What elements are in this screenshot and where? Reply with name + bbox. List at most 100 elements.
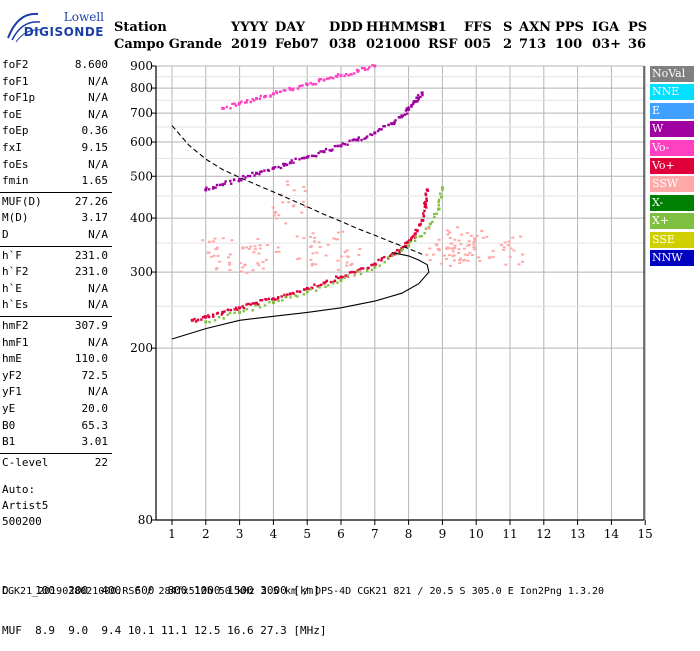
echo-point: [254, 304, 257, 307]
echo-point: [416, 94, 420, 97]
echo-point: [206, 314, 210, 317]
echo-point: [295, 290, 299, 293]
echo-point: [401, 114, 405, 117]
x-tick-label: 10: [469, 527, 484, 541]
echo-point: [477, 256, 481, 259]
hdr-p1: P1: [428, 20, 447, 35]
echo-point: [478, 259, 482, 262]
echo-point: [252, 302, 256, 305]
echo-point: [325, 77, 329, 80]
echo-point: [257, 252, 261, 255]
echo-point: [201, 239, 205, 242]
echo-point: [200, 318, 203, 321]
echo-point: [249, 303, 252, 306]
echo-point: [305, 286, 309, 290]
echo-point: [423, 209, 426, 213]
echo-point: [305, 290, 309, 294]
param-value: 307.9: [74, 319, 108, 332]
echo-point: [275, 217, 279, 220]
legend-item-w: W: [650, 121, 694, 138]
echo-point: [314, 82, 317, 86]
param-row-b1: B1 3.01: [2, 435, 108, 451]
echo-point: [448, 236, 452, 239]
echo-point: [380, 128, 383, 131]
echo-point: [318, 245, 322, 248]
auto-artist: Artist5: [2, 499, 49, 512]
echo-point: [244, 101, 247, 104]
echo-point: [232, 178, 236, 181]
echo-point: [279, 166, 283, 170]
echo-point: [390, 253, 394, 256]
echo-point: [255, 171, 258, 175]
echo-point: [309, 287, 312, 291]
param-row-hme: hmE 110.0: [2, 352, 108, 368]
echo-point: [258, 247, 262, 250]
echo-point: [386, 256, 390, 259]
echo-point: [437, 198, 441, 202]
echo-point: [343, 276, 346, 279]
hdr-ps: PS: [628, 20, 648, 35]
echo-point: [299, 290, 302, 293]
echo-point: [309, 245, 313, 248]
param-key: fxI: [2, 141, 22, 154]
echo-point: [336, 144, 339, 148]
echo-point: [502, 248, 506, 251]
echo-point: [349, 264, 353, 267]
echo-point: [419, 95, 422, 99]
echo-point: [398, 250, 401, 254]
echo-point: [350, 73, 353, 76]
param-key: M(D): [2, 211, 29, 225]
echo-point: [315, 155, 318, 158]
echo-point: [463, 253, 467, 256]
muf-curve: [171, 125, 423, 255]
echo-point: [423, 202, 426, 205]
echo-point: [437, 207, 441, 211]
echo-point: [221, 183, 225, 187]
echo-point: [231, 102, 234, 106]
echo-point: [259, 170, 262, 174]
hdr-axn: AXN: [519, 20, 552, 35]
echo-point: [257, 264, 261, 267]
echo-point: [286, 293, 289, 296]
echo-point: [425, 188, 429, 192]
echo-point: [371, 64, 374, 67]
param-value: N/A: [88, 74, 108, 88]
legend-item-vo-: Vo-: [650, 139, 694, 156]
echo-point: [228, 261, 232, 264]
param-key: D: [2, 228, 9, 241]
echo-point: [241, 247, 245, 250]
echo-point: [310, 154, 314, 158]
echo-point: [411, 234, 415, 238]
echo-point: [353, 72, 356, 75]
echo-point: [468, 251, 472, 254]
echo-point: [204, 188, 208, 192]
param-value: N/A: [88, 335, 108, 349]
echo-point: [237, 179, 240, 183]
echo-point: [267, 297, 271, 301]
echo-point: [423, 232, 426, 235]
echo-point: [258, 172, 261, 176]
echo-point: [223, 182, 226, 185]
echo-point: [316, 285, 319, 288]
echo-point: [301, 200, 305, 203]
legend-item-noval: NoVal: [650, 66, 694, 82]
echo-point: [388, 254, 392, 258]
echo-point: [313, 154, 316, 158]
echo-point: [212, 254, 216, 257]
param-row-yf1: yF1 N/A: [2, 385, 108, 401]
hdr-p1-value: RSF: [428, 37, 458, 52]
echo-point: [238, 306, 242, 310]
echo-point: [383, 125, 387, 128]
x-tick-label: 8: [405, 527, 413, 541]
echo-point: [404, 244, 408, 248]
param-row-foe: foE N/A: [2, 108, 108, 124]
logo-line1: Lowell: [63, 10, 104, 24]
echo-point: [424, 200, 427, 204]
echo-point: [311, 262, 315, 265]
param-row-yf2: yF2 72.5: [2, 369, 108, 385]
echo-point: [211, 313, 215, 316]
echo-point: [238, 101, 242, 105]
echo-point: [258, 97, 262, 101]
echo-point: [422, 212, 425, 215]
echo-point: [416, 229, 419, 232]
